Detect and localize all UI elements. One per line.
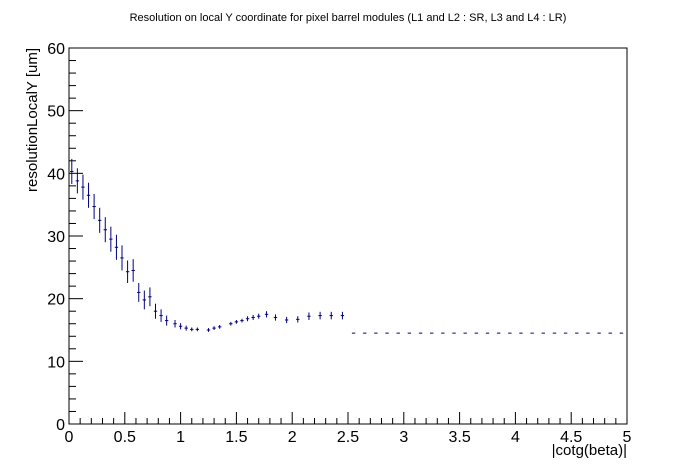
data-markers [70,158,624,334]
data-point [284,316,289,324]
x-tick-label: 3 [399,429,408,446]
data-point [240,318,244,323]
data-point [142,290,147,310]
y-tick-label: 30 [47,229,65,246]
x-tick-label: 2.5 [337,429,359,446]
data-point [120,245,124,271]
y-axis-label: resolutionLocalY [um] [24,48,41,192]
y-axis: 0 10 20 30 40 50 60 [47,41,83,434]
y-tick-label: 60 [47,41,65,58]
x-axis: 0 0.5 1 1.5 2 2.5 3 3.5 4 4.5 5 [65,412,632,446]
data-point [92,194,96,220]
data-point [217,324,222,329]
x-tick-label: 3.5 [448,429,470,446]
x-tick-label: 1.5 [225,429,247,446]
data-point [114,234,119,260]
data-point [81,174,85,200]
x-axis-label: |cotg(beta)| [552,442,627,459]
data-point [245,316,250,322]
data-point [178,323,183,330]
data-point [340,311,345,320]
x-tick-label: 2 [288,429,297,446]
x-tick-label: 1 [176,429,185,446]
data-point [125,260,130,283]
data-point [153,303,158,319]
data-point [195,327,200,332]
data-point [190,327,194,332]
data-point [318,311,322,320]
data-point [98,207,102,233]
data-point [264,311,269,318]
x-tick-label: 4 [511,429,520,446]
data-point [251,314,255,320]
data-point [212,326,216,330]
data-point [173,319,177,328]
data-point [234,319,239,324]
data-point [257,313,261,319]
data-point [131,259,135,282]
x-tick-label: 5 [623,429,632,446]
x-tick-label: 0.5 [114,429,136,446]
data-point [70,158,74,184]
y-tick-label: 50 [47,104,65,121]
data-point [229,321,233,326]
data-point [296,316,300,323]
data-point [75,168,80,194]
chart-title: Resolution on local Y coordinate for pix… [130,12,567,24]
data-point [184,325,188,331]
data-point [329,311,333,320]
y-tick-label: 40 [47,166,65,183]
data-point [148,287,152,307]
data-point [137,283,141,302]
data-point [159,309,163,322]
x-tick-label: 0 [65,429,74,446]
x-tick-label: 4.5 [560,429,582,446]
data-point [206,328,211,332]
data-point [86,182,91,208]
y-tick-label: 0 [56,417,65,434]
data-point [109,226,113,252]
data-point [103,217,107,243]
data-point [164,315,169,326]
y-tick-label: 10 [47,354,65,371]
y-tick-label: 20 [47,292,65,309]
plot-frame [68,47,628,425]
data-point [307,312,311,320]
data-point [273,314,278,321]
